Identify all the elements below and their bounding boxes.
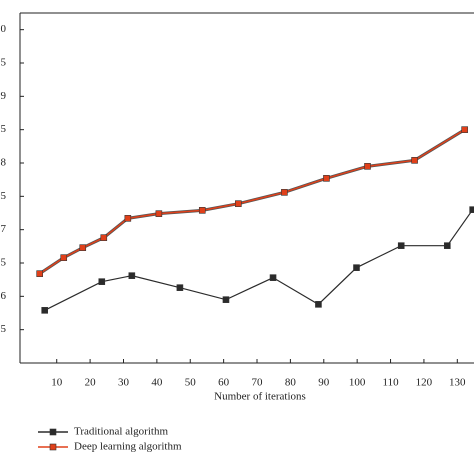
y-tick-label: 7	[1, 223, 7, 235]
point	[397, 242, 405, 249]
x-tick-label: 60	[218, 377, 230, 389]
x-tick-label: 130	[449, 377, 466, 389]
point	[235, 200, 242, 207]
point	[353, 264, 360, 271]
x-tick-label: 80	[285, 377, 297, 389]
x-tick-label: 50	[185, 377, 197, 389]
x-tick-label: 30	[118, 377, 130, 389]
point	[411, 157, 418, 164]
legend-marker	[49, 428, 57, 436]
point	[155, 210, 163, 217]
x-tick-label: 110	[382, 377, 399, 389]
y-tick-label: 5	[1, 257, 7, 269]
point	[60, 254, 68, 261]
y-tick-label: 9	[1, 90, 7, 102]
y-tick-label: 8	[1, 157, 7, 169]
point	[124, 215, 132, 222]
y-tick-label: 0	[1, 23, 7, 35]
x-tick-label: 20	[85, 377, 97, 389]
series-outline	[38, 128, 466, 275]
point	[222, 296, 230, 303]
point	[36, 270, 43, 277]
x-tick-label: 90	[318, 377, 330, 389]
x-tick-label: 10	[51, 377, 63, 389]
point	[98, 278, 106, 285]
y-tick-label: 5	[1, 190, 7, 202]
x-tick-label: 70	[252, 377, 264, 389]
y-tick-label: 5	[1, 323, 7, 335]
x-tick-label: 100	[349, 377, 366, 389]
y-tick-label: 6	[1, 290, 7, 302]
point	[269, 274, 277, 281]
series-line	[44, 209, 474, 311]
x-tick-label: 40	[151, 377, 163, 389]
point	[323, 175, 330, 182]
point	[100, 234, 108, 241]
point	[281, 189, 288, 196]
point	[79, 244, 87, 251]
point	[364, 163, 371, 170]
point	[176, 284, 184, 291]
point	[443, 242, 451, 249]
legend-label: Traditional algorithm	[74, 426, 168, 438]
point	[315, 301, 322, 308]
point	[128, 272, 136, 279]
legend-label: Deep learning algorithm	[74, 441, 182, 453]
x-tick-label: 120	[416, 377, 433, 389]
point	[198, 207, 206, 214]
point	[41, 307, 49, 314]
y-tick-label: 5	[1, 57, 7, 69]
y-tick-label: 5	[1, 123, 7, 135]
point	[461, 126, 468, 133]
x-axis-label: Number of iterations	[214, 391, 306, 403]
legend-marker	[49, 443, 57, 451]
point	[469, 206, 474, 213]
